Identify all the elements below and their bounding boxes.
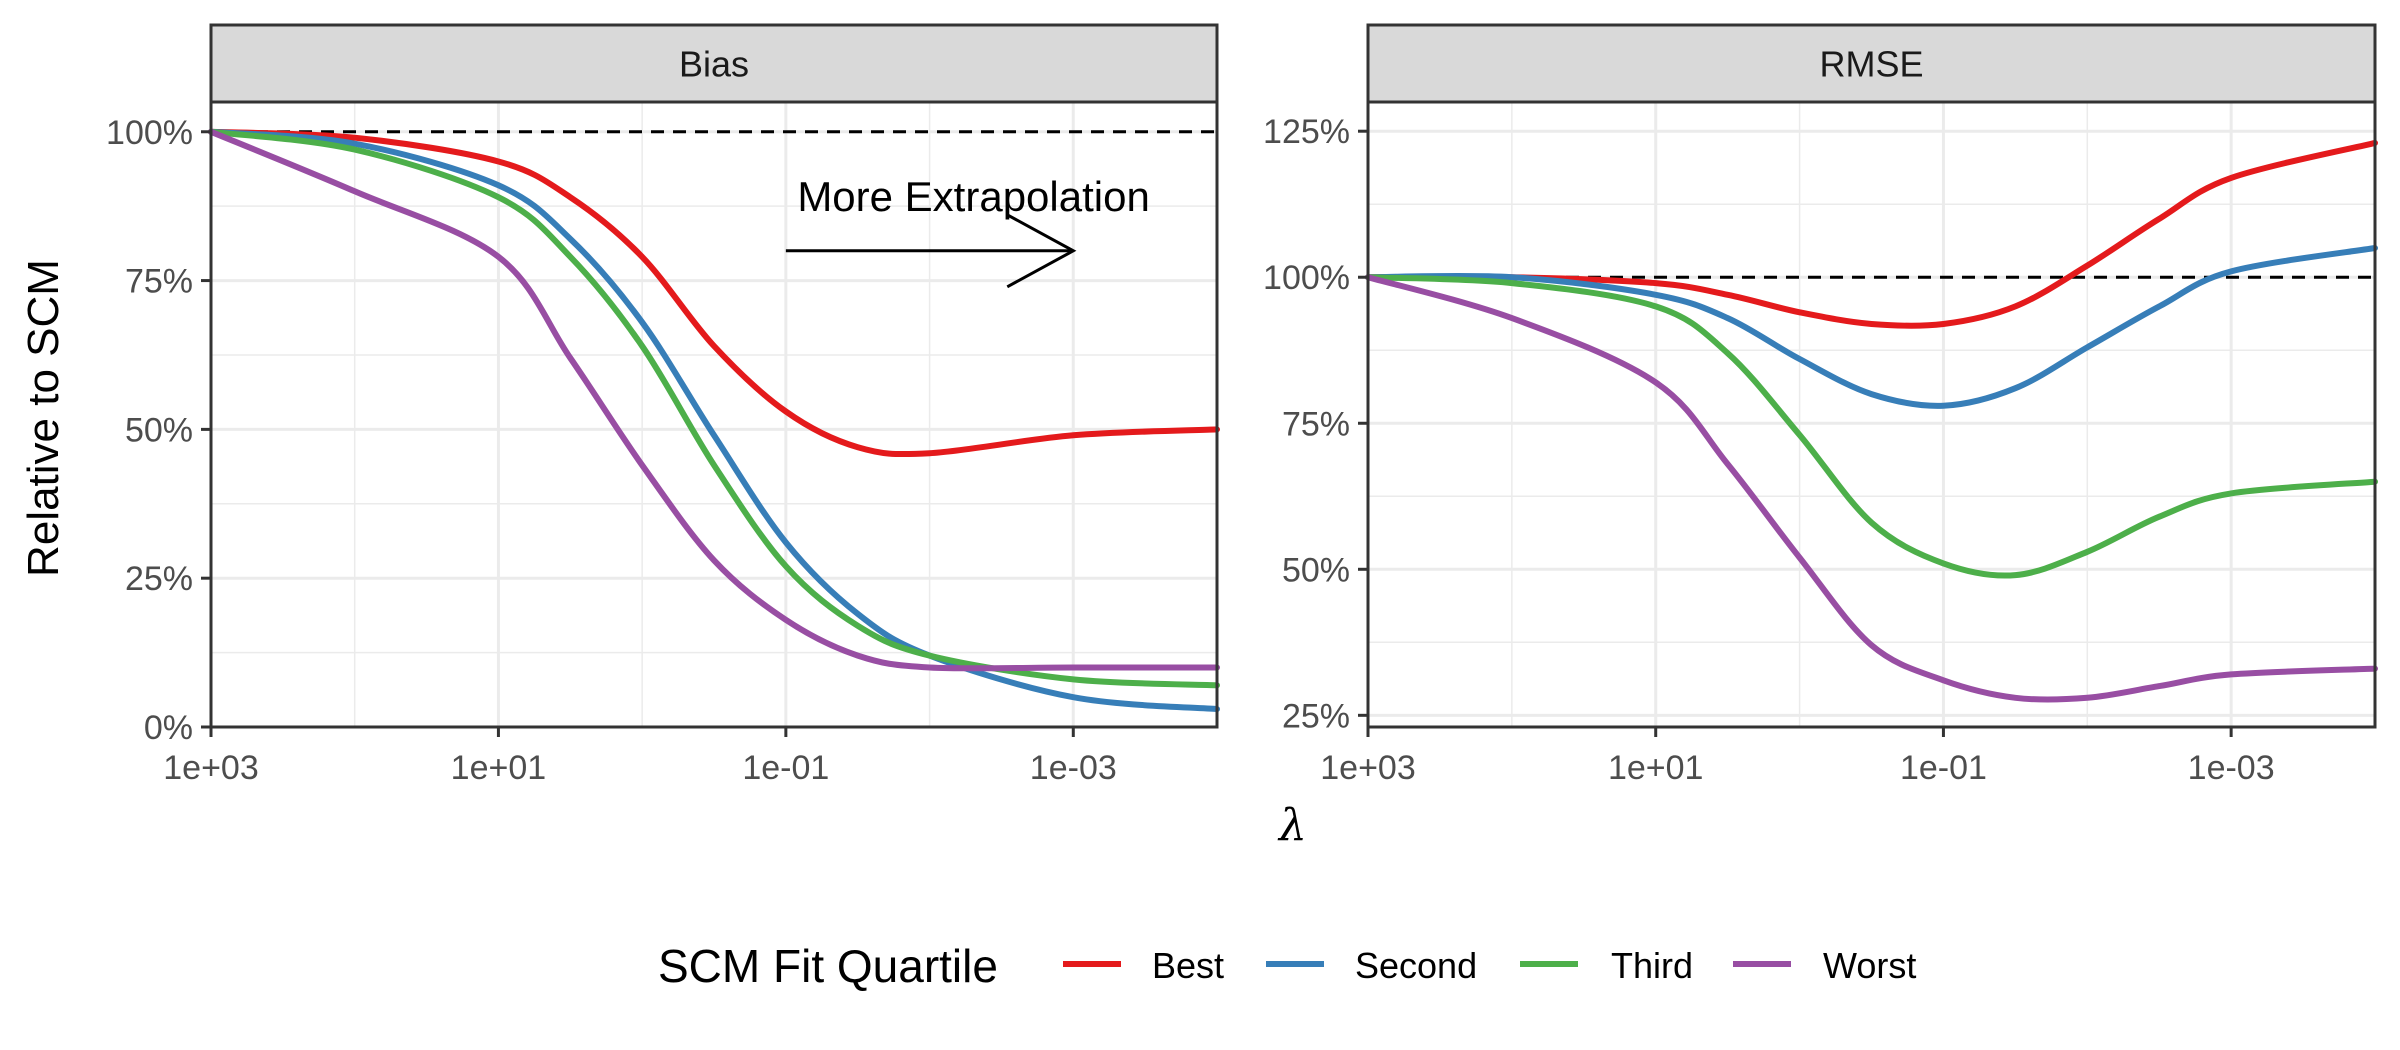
legend-label: Best	[1152, 945, 1224, 986]
x-tick-label: 1e-03	[1030, 749, 1117, 787]
y-tick-label: 75%	[1282, 405, 1350, 443]
series-line-second	[1365, 245, 2378, 409]
legend-item-worst: Worst	[1733, 945, 1916, 986]
y-tick-label: 50%	[1282, 551, 1350, 589]
legend-item-second: Second	[1266, 945, 1477, 986]
series-line-worst	[208, 128, 1220, 672]
series-line-third	[1365, 274, 2378, 579]
y-tick-label: 25%	[1282, 697, 1350, 735]
legend-item-best: Best	[1063, 945, 1224, 986]
x-tick-label: 1e-03	[2188, 749, 2275, 787]
y-axis-title: Relative to SCM	[19, 259, 68, 577]
x-tick-label: 1e+03	[163, 749, 259, 787]
series-line-second	[208, 128, 1220, 713]
x-axis-title: λ	[1277, 800, 1307, 851]
legend: SCM Fit Quartile Best Second Third Worst	[658, 940, 1916, 992]
legend-label: Third	[1611, 945, 1693, 986]
x-tick-label: 1e-01	[1900, 749, 1987, 787]
legend-label: Second	[1355, 945, 1477, 986]
panel-bias: More Extrapolation Bias 0% 25% 50% 75% 100% 1e+…	[106, 23, 1220, 787]
panel-background	[1368, 102, 2375, 727]
x-tick-label: 1e+01	[1608, 749, 1704, 787]
panel-rmse: RMSE 25% 50% 75% 100% 125% 1e+03 1e+01 1e-01 1e-0…	[1263, 23, 2378, 787]
arrow-head	[1006, 213, 1077, 289]
legend-title: SCM Fit Quartile	[658, 940, 998, 992]
y-tick-label: 100%	[106, 114, 193, 152]
strip-background	[1366, 23, 2377, 104]
panels: More Extrapolation Bias 0% 25% 50% 75% 100% 1e+…	[106, 23, 2378, 787]
y-tick-label: 125%	[1263, 113, 1350, 151]
annotation-text: More Extrapolation	[797, 173, 1150, 220]
y-tick-label: 50%	[125, 411, 193, 449]
strip-label-bias: Bias	[679, 44, 749, 85]
strip-label-rmse: RMSE	[1819, 44, 1923, 85]
series-line-worst	[1365, 274, 2378, 703]
y-tick-label: 100%	[1263, 259, 1350, 297]
x-tick-label: 1e+01	[451, 749, 547, 787]
y-tick-label: 75%	[125, 263, 193, 301]
annotation-arrow: More Extrapolation	[785, 173, 1150, 289]
x-tick-label: 1e-01	[742, 749, 829, 787]
series-line-best	[1365, 139, 2378, 329]
x-tick-label: 1e+03	[1320, 749, 1416, 787]
legend-label: Worst	[1823, 945, 1916, 986]
series-line-best	[208, 128, 1220, 458]
legend-item-third: Third	[1520, 945, 1693, 986]
strip-background	[209, 23, 1219, 104]
y-tick-label: 0%	[144, 709, 193, 747]
y-tick-label: 25%	[125, 560, 193, 598]
